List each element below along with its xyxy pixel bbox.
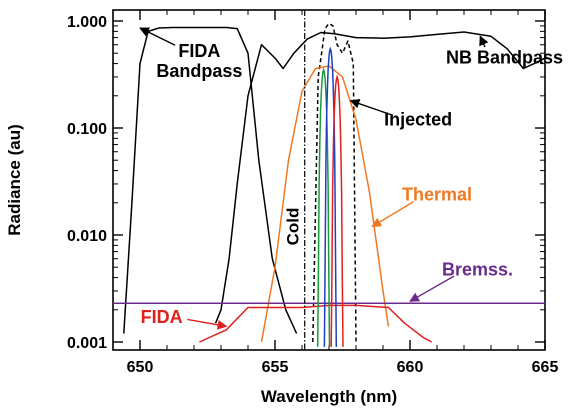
data-curves (113, 10, 545, 350)
annotation-arrow (187, 318, 228, 330)
annotation-arrow (409, 275, 455, 302)
x-tick-label: 650 (127, 359, 154, 376)
annotation-injected: Injected (384, 110, 452, 130)
annotation-bremss: Bremss. (442, 259, 513, 279)
x-tick-label: 660 (397, 359, 424, 376)
annotation-fida: FIDA (178, 41, 220, 61)
series-nb-bandpass (214, 31, 545, 324)
axis-ticks: 650 655 660 665 0.001 0.010 0.100 1.000 (67, 10, 558, 376)
spectral-line (330, 74, 344, 347)
y-tick-label: 1.000 (67, 14, 107, 31)
cold-line-label: Cold (284, 208, 303, 246)
annotation-arrow (479, 35, 489, 48)
spectral-line (316, 67, 331, 347)
x-axis-label: Wavelength (nm) (261, 387, 397, 406)
annotation-arrow (349, 98, 394, 117)
annotation-thermal: Thermal (402, 185, 472, 205)
y-axis-label: Radiance (au) (5, 124, 24, 235)
annotation-nb-bandpass: NB Bandpass (446, 48, 563, 68)
y-tick-label: 0.100 (67, 121, 107, 138)
x-tick-label: 665 (532, 359, 559, 376)
annotation-arrow (139, 27, 176, 46)
annotation-arrow (371, 201, 415, 228)
series-fida-bandpass (123, 26, 298, 334)
series-injected (312, 22, 357, 343)
annotation-bandpass: Bandpass (156, 61, 242, 81)
series-fida (199, 304, 432, 343)
y-tick-label: 0.001 (67, 335, 107, 352)
annotation-fida: FIDA (141, 307, 183, 327)
y-tick-label: 0.010 (67, 228, 107, 245)
x-tick-label: 655 (262, 359, 289, 376)
